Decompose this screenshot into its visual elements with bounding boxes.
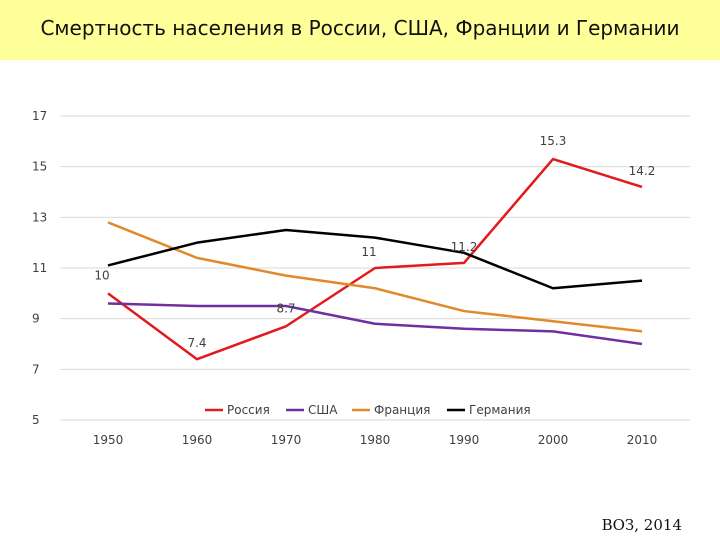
data-label: 15.3 <box>540 134 567 148</box>
y-tick-label: 9 <box>32 312 40 326</box>
x-tick-label: 1950 <box>93 433 124 447</box>
data-label: 8.7 <box>276 301 295 315</box>
data-label: 14.2 <box>629 164 656 178</box>
grid-lines <box>60 115 690 421</box>
series-line-Франция <box>107 221 643 333</box>
x-tick-label: 2010 <box>627 433 658 447</box>
x-tick-label: 1990 <box>449 433 480 447</box>
data-label: 7.4 <box>187 336 206 350</box>
y-axis: 5 7 9 11 13 15 17 <box>32 109 47 427</box>
legend-label: США <box>308 403 338 417</box>
chart-title: Смертность населения в России, США, Фран… <box>40 16 680 40</box>
data-label: 11.2 <box>451 240 478 254</box>
legend: Россия США Франция Германия <box>205 403 531 417</box>
series-line-Германия <box>107 228 643 290</box>
data-labels: 10 7.4 8.7 11 11.2 15.3 14.2 <box>94 134 655 350</box>
series-line-США <box>107 302 643 346</box>
y-tick-label: 11 <box>32 261 47 275</box>
x-tick-label: 1970 <box>271 433 302 447</box>
y-tick-label: 7 <box>32 362 40 376</box>
y-tick-label: 15 <box>32 160 47 174</box>
data-label: 11 <box>361 245 376 259</box>
series-line-Россия <box>107 157 643 361</box>
x-axis: 1950 1960 1970 1980 1990 2000 2010 <box>93 433 658 447</box>
series-lines <box>107 157 643 361</box>
title-band <box>0 0 720 60</box>
data-label: 10 <box>94 268 109 282</box>
x-tick-label: 1960 <box>182 433 213 447</box>
x-tick-label: 2000 <box>538 433 569 447</box>
legend-label: Россия <box>227 403 270 417</box>
source-note: ВОЗ, 2014 <box>601 516 682 534</box>
legend-label: Германия <box>469 403 531 417</box>
y-tick-label: 5 <box>32 413 40 427</box>
y-tick-label: 17 <box>32 109 47 123</box>
legend-label: Франция <box>374 403 430 417</box>
x-tick-label: 1980 <box>360 433 391 447</box>
y-tick-label: 13 <box>32 210 47 224</box>
